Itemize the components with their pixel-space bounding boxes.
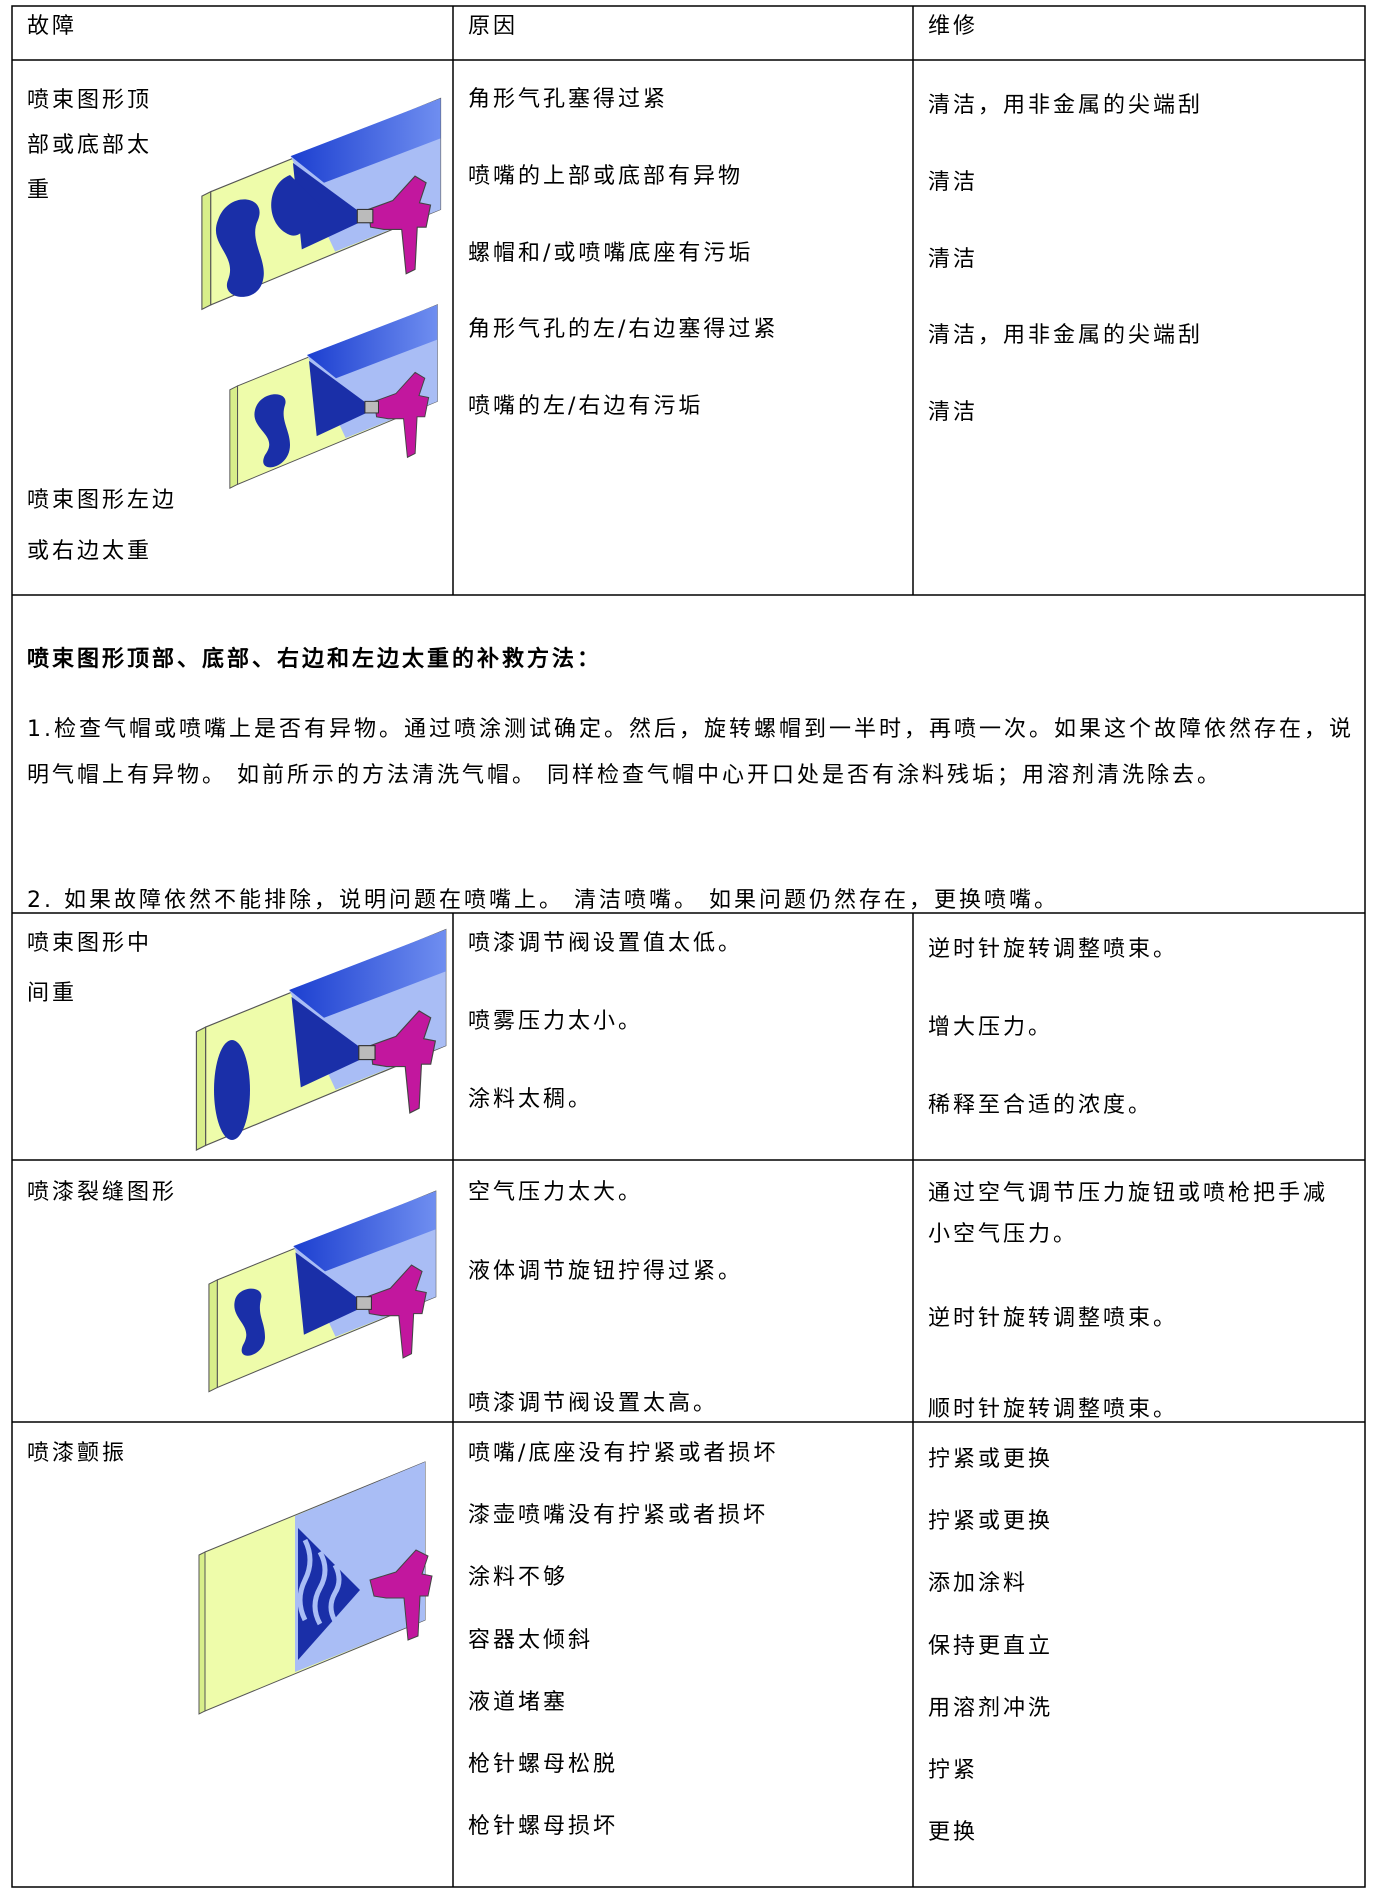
cause: 喷嘴/底座没有拧紧或者损坏 [468,1441,779,1466]
fix: 逆时针旋转调整喷束。 [928,937,1179,962]
cause: 液道堵塞 [468,1690,569,1715]
fix: 清洁，用非金属的尖端刮 [928,323,1204,348]
cause: 涂料不够 [468,1565,569,1590]
fix: 拧紧或更换 [928,1509,1054,1534]
illustration [195,929,447,1151]
fix: 通过空气调节压力旋钮或喷枪把手减小空气压力。 [928,1181,1329,1247]
cause: 角形气孔的左/右边塞得过紧 [468,317,779,342]
cause: 喷漆调节阀设置值太低。 [468,931,744,956]
cause: 喷嘴的左/右边有污垢 [468,394,704,419]
header-cell: 原因 [468,14,519,39]
cause: 喷雾压力太小。 [468,1009,644,1034]
fix: 清洁 [928,400,979,425]
cause: 枪针螺母损坏 [468,1814,619,1839]
header-cell: 故障 [27,14,78,39]
fix: 稀释至合适的浓度。 [928,1093,1154,1118]
illustration [208,1190,437,1393]
fix: 保持更直立 [928,1634,1054,1659]
cause: 容器太倾斜 [468,1628,594,1653]
header-cell: 维修 [928,14,979,39]
cause: 液体调节旋钮拧得过紧。 [468,1259,744,1284]
cause: 螺帽和/或喷嘴底座有污垢 [468,241,754,266]
fault: 喷束图形中间重 [27,931,153,1006]
illustration [229,304,438,489]
cause: 空气压力太大。 [468,1180,644,1205]
cause: 枪针螺母松脱 [468,1752,619,1777]
illustration [201,97,442,310]
fix: 逆时针旋转调整喷束。 [928,1306,1179,1331]
fault: 喷漆颤振 [27,1441,128,1466]
cause: 漆壶喷嘴没有拧紧或者损坏 [468,1503,769,1528]
cause: 喷漆调节阀设置太高。 [468,1391,719,1416]
note-paragraph: 1.检查气帽或喷嘴上是否有异物。通过喷涂测试确定。然后，旋转螺帽到一半时，再喷一… [27,717,1354,788]
fix: 拧紧或更换 [928,1447,1054,1472]
fix: 拧紧 [928,1758,979,1783]
note-paragraph: 2. 如果故障依然不能排除，说明问题在喷嘴上。 清洁喷嘴。 如果问题仍然存在，更… [27,888,1059,913]
fix: 用溶剂冲洗 [928,1696,1054,1721]
cause: 角形气孔塞得过紧 [468,87,669,112]
fix: 更换 [928,1820,979,1845]
fix: 顺时针旋转调整喷束。 [928,1397,1179,1422]
fix: 清洁 [928,170,979,195]
cause: 喷嘴的上部或底部有异物 [468,164,744,189]
fix: 添加涂料 [928,1571,1029,1596]
fault: 喷束图形顶部或底部太重 [27,88,153,203]
fix: 清洁，用非金属的尖端刮 [928,93,1204,118]
fix: 增大压力。 [928,1015,1054,1040]
fix: 清洁 [928,247,979,272]
fault: 喷束图形左边或右边太重 [27,488,178,564]
fault: 喷漆裂缝图形 [27,1180,178,1205]
cause: 涂料太稠。 [468,1087,594,1112]
illustration [198,1461,433,1715]
note-heading: 喷束图形顶部、底部、右边和左边太重的补救方法： [27,647,603,672]
